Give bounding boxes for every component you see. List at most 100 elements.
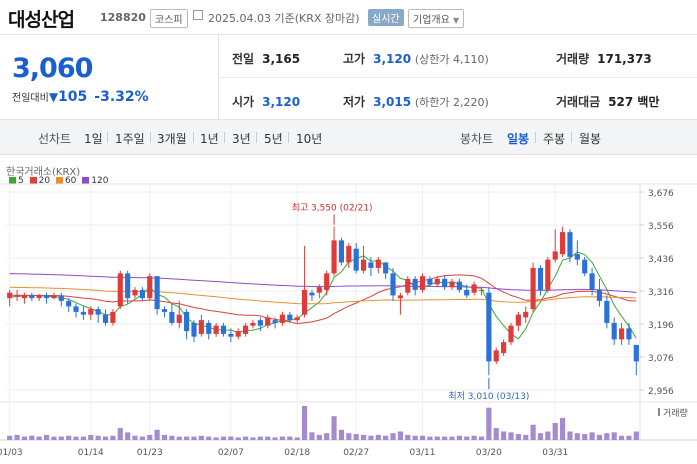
candle-body [338,240,345,263]
candle-body [161,309,168,312]
volume-bar [272,437,278,440]
volume-bar [383,435,389,440]
tab-5year[interactable]: 5년 [264,132,283,146]
stock-header: 대성산업 128820 코스피 2025.04.03 기준(KRX 장마감) 실… [0,0,697,35]
candle-body [250,322,256,326]
down-arrow-icon: ▼ [48,90,59,104]
volume-bar [493,428,499,440]
calendar-icon [193,10,203,20]
volume-bar [316,434,322,440]
candle-body [324,273,330,290]
volume-bar [626,435,632,440]
candle-body [220,325,227,334]
volume-bar [596,434,603,440]
tab-3month[interactable]: 3개월 [157,132,187,146]
ma60-label: 60 [64,176,77,186]
candle-body [169,311,175,323]
open-price: 시가 3,120 [232,93,300,110]
candle-body [51,295,57,299]
price-change: 전일대비▼105 -3.32% [12,89,149,105]
volume-bar [213,437,219,440]
company-info-button[interactable]: 기업개요 ▼ [408,9,465,28]
volume-bar [206,436,212,440]
open-label: 시가 [232,95,255,109]
volume-bar [43,434,50,440]
x-tick-label: 03/31 [542,448,568,458]
tab-1week[interactable]: 1주일 [115,132,145,146]
volume-bar [449,436,455,440]
y-tick-label: 3,316 [648,288,674,298]
open-value: 3,120 [262,95,301,109]
candle-body [125,273,131,299]
candle-body [243,325,249,334]
prev-close: 전일 3,165 [232,50,300,67]
volume-bar [80,436,86,440]
ma20-swatch [29,177,37,184]
candle-body [29,295,35,299]
y-tick-label: 2,956 [648,387,674,397]
y-tick-label: 3,556 [648,222,674,232]
candle-body [331,240,337,274]
candle-body [154,276,160,310]
amount-label: 거래대금 [556,95,601,109]
tab-1day[interactable]: 1일 [84,132,103,146]
divider [218,35,219,119]
volume-bar [161,434,168,440]
change-value: 105 [58,89,88,105]
low-value: 3,015 [373,95,412,109]
lower-limit: (하한가 2,220) [414,96,489,109]
realtime-button[interactable]: 실시간 [368,9,404,26]
tab-1year[interactable]: 1년 [200,132,219,146]
candle-body [552,251,558,260]
tab-weekly[interactable]: 주봉 [543,132,566,146]
volume-bar [117,428,123,440]
volume-bar [508,432,514,440]
volume-bar [169,435,175,440]
y-tick-label: 3,076 [648,354,674,364]
volume-bar [501,431,507,440]
volume-bar [486,407,492,440]
volume-bar [265,436,271,440]
volume-bar [545,431,551,440]
volume-bar [191,436,197,440]
volume-bar [29,435,35,440]
candle-body [537,267,544,290]
chevron-down-icon: ▼ [453,16,460,25]
candle-body [132,289,138,296]
volume-bar [375,434,381,440]
candle-body [397,295,403,299]
tab-candle-chart[interactable]: 봉차트 [460,132,494,146]
high-price: 고가 3,120 (상한가 4,110) [343,50,489,67]
divider [219,77,697,78]
y-tick-label: 3,196 [648,321,674,331]
date-text: 2025.04.03 기준(KRX 장마감) [208,12,360,25]
tab-monthly[interactable]: 월봉 [579,132,602,146]
volume-bar [287,436,293,440]
candle-body [434,278,440,285]
tab-3year[interactable]: 3년 [232,132,251,146]
market-badge: 코스피 [150,9,188,28]
ma-legend: 5 20 60 120 [6,176,108,186]
candle-body [633,344,639,362]
candlestick-chart[interactable]: 3,676 3,556 3,436 3,316 3,196 3,076 2,956 01/03… [0,164,697,464]
candle-body [626,328,632,340]
candle-body [213,325,219,334]
y-tick-label: 3,436 [648,255,674,265]
tab-10year[interactable]: 10년 [296,132,323,146]
volume-bar [604,433,610,440]
candle-body [567,232,573,257]
candle-body [464,289,470,296]
candle-body [117,273,123,307]
candle-body [618,328,625,340]
volume-bar [147,434,153,440]
tab-line-chart[interactable]: 선차트 [38,132,72,146]
candle-body [508,325,514,343]
divider [224,132,225,143]
volume-bar [88,434,94,440]
candle-body [478,289,485,291]
prev-close-label: 전일 [232,52,255,66]
volume-bar [368,435,374,440]
volume-bar [73,436,79,440]
tab-daily[interactable]: 일봉 [507,132,530,146]
volume-bar [132,435,138,440]
